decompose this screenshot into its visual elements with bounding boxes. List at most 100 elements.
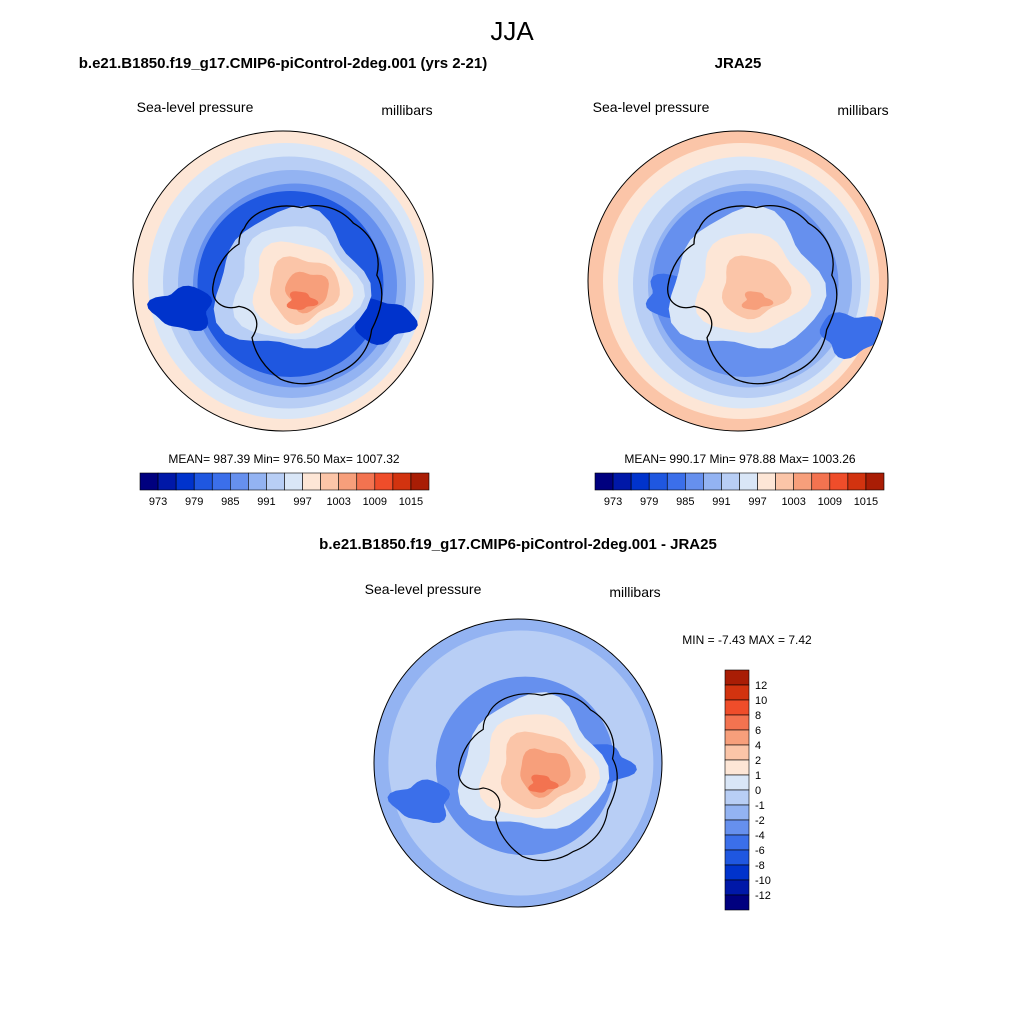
colorbar-tick-label: 979	[185, 496, 203, 508]
field-low-cell	[819, 312, 883, 360]
map-model	[133, 131, 433, 431]
contour-fields-obs	[588, 131, 888, 431]
colorbar-box	[724, 894, 750, 911]
colorbar-box	[139, 472, 159, 491]
colorbar-box	[666, 472, 686, 491]
colorbar-box	[724, 834, 750, 851]
colorbar-tick-label: 997	[748, 496, 766, 508]
field-low-cell	[387, 779, 450, 823]
contour-fields-diff	[374, 619, 662, 907]
colorbar-box	[594, 472, 614, 491]
colorbar-tick-label: -1	[755, 800, 765, 812]
colorbar-tick-label: 997	[293, 496, 311, 508]
colorbar-tick-label: 979	[640, 496, 658, 508]
colorbar-tick-label: 1015	[399, 496, 423, 508]
map-diff	[374, 619, 662, 907]
panel-diff: b.e21.B1850.f19_g17.CMIP6-piControl-2deg…	[319, 536, 812, 908]
colorbar-tick-label: 1003	[326, 496, 350, 508]
field-low-cell	[147, 285, 213, 331]
field-continent-level	[721, 255, 792, 320]
colorbar-box	[157, 472, 177, 491]
variable-label-model: Sea-level pressure	[137, 99, 254, 115]
colorbar-box	[392, 472, 412, 491]
colorbar-box	[724, 669, 750, 686]
colorbar-box	[630, 472, 650, 491]
colorbar-box	[847, 472, 867, 491]
map-boundary-model	[132, 130, 434, 432]
colorbar-tick-label: 12	[755, 680, 767, 692]
colorbar-box	[266, 472, 285, 491]
colorbar-tick-label: -8	[755, 860, 765, 872]
colorbar-tick-label: 985	[221, 496, 239, 508]
colorbar-tick-label: 1009	[363, 496, 387, 508]
colorbar-tick-label: 2	[755, 755, 761, 767]
colorbar-box	[648, 472, 668, 491]
colorbar-box	[724, 699, 750, 716]
colorbar-box	[338, 472, 358, 491]
colorbar-obs: 973 979 985 991 997 1003 1009 1015	[594, 472, 885, 508]
map-boundary-diff	[373, 618, 663, 908]
colorbar-box	[410, 472, 430, 491]
colorbar-tick-label: 4	[755, 740, 761, 752]
variable-label-obs: Sea-level pressure	[593, 99, 710, 115]
colorbar-box	[175, 472, 195, 491]
colorbar-box	[320, 472, 339, 491]
units-label-obs: millibars	[837, 102, 888, 118]
map-boundary-obs	[587, 130, 889, 432]
units-label-model: millibars	[381, 102, 432, 118]
contour-fields-model	[133, 131, 433, 431]
colorbar-tick-label: 991	[712, 496, 730, 508]
field-continent-peak	[528, 774, 559, 793]
figure-title: JJA	[490, 16, 534, 46]
colorbar-box	[811, 472, 831, 491]
panel-title-obs: JRA25	[715, 55, 762, 72]
stats-diff: MIN = -7.43 MAX = 7.42	[682, 633, 812, 647]
colorbar-box	[721, 472, 740, 491]
colorbar-box	[302, 472, 321, 491]
field-continent-peak	[286, 291, 319, 310]
stats-obs: MEAN= 990.17 Min= 978.88 Max= 1003.26	[624, 452, 855, 466]
colorbar-tick-label: 985	[676, 496, 694, 508]
colorbar-box	[685, 472, 704, 491]
colorbar-tick-label: -6	[755, 845, 765, 857]
colorbar-box	[211, 472, 231, 491]
colorbar-box	[284, 472, 303, 491]
colorbar-tick-label: 1	[755, 770, 761, 782]
map-obs	[588, 131, 888, 431]
panel-title-model: b.e21.B1850.f19_g17.CMIP6-piControl-2deg…	[79, 55, 488, 72]
colorbar-box	[724, 774, 750, 791]
colorbar-tick-label: -12	[755, 890, 771, 902]
colorbar-box	[230, 472, 249, 491]
colorbar-box	[793, 472, 813, 491]
colorbar-box	[724, 684, 750, 701]
colorbar-tick-label: 973	[604, 496, 622, 508]
colorbar-box	[703, 472, 722, 491]
colorbar-box	[724, 789, 750, 806]
colorbar-tick-label: 10	[755, 695, 767, 707]
panel-title-diff: b.e21.B1850.f19_g17.CMIP6-piControl-2deg…	[319, 536, 717, 553]
colorbar-box	[829, 472, 849, 491]
colorbar-tick-label: 1009	[818, 496, 842, 508]
colorbar-box	[724, 864, 750, 881]
colorbar-box	[724, 714, 750, 731]
colorbar-tick-label: -4	[755, 830, 765, 842]
field-continent-peak	[741, 291, 774, 310]
colorbar-tick-label: 973	[149, 496, 167, 508]
colorbar-box	[356, 472, 376, 491]
colorbar-tick-label: 0	[755, 785, 761, 797]
colorbar-box	[757, 472, 776, 491]
colorbar-tick-label: -10	[755, 875, 771, 887]
colorbar-box	[775, 472, 794, 491]
colorbar-box	[739, 472, 758, 491]
colorbar-box	[248, 472, 267, 491]
colorbar-tick-label: -2	[755, 815, 765, 827]
units-label-diff: millibars	[609, 584, 660, 600]
panel-model: b.e21.B1850.f19_g17.CMIP6-piControl-2deg…	[79, 55, 488, 466]
colorbar-box	[724, 879, 750, 896]
colorbar-tick-label: 991	[257, 496, 275, 508]
colorbar-box	[374, 472, 394, 491]
colorbar-box	[724, 744, 750, 761]
colorbar-box	[612, 472, 632, 491]
